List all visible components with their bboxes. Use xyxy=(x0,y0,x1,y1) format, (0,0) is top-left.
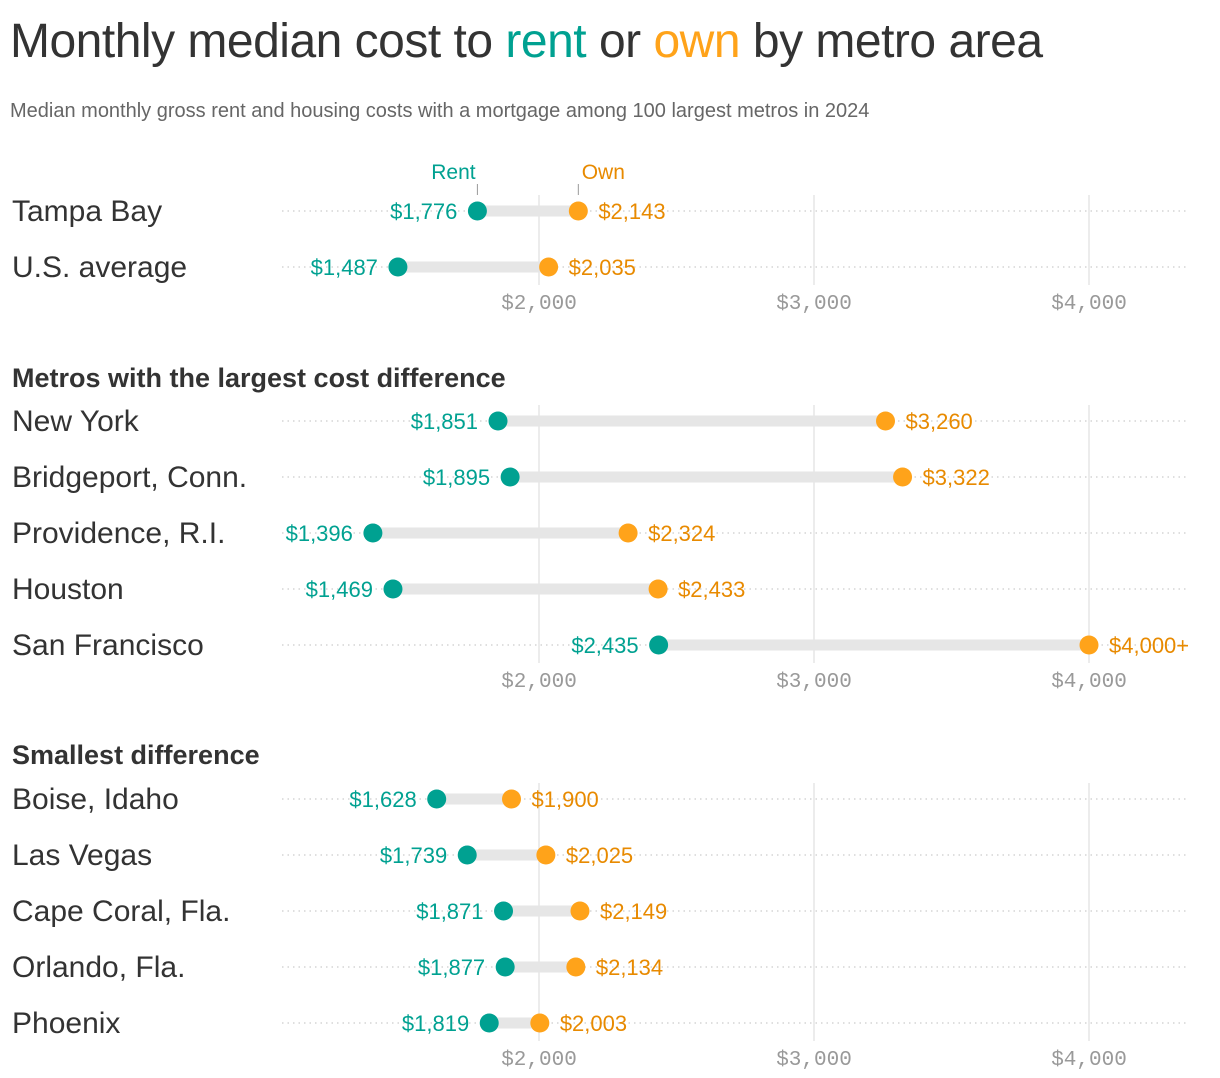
title-own-word: own xyxy=(653,15,741,68)
own-dot xyxy=(568,201,588,221)
x-tick-label: $2,000 xyxy=(501,1049,577,1072)
rent-value-label: $1,851 xyxy=(411,409,478,434)
row-label: Las Vegas xyxy=(12,839,152,872)
title-rent-word: rent xyxy=(505,15,587,68)
rent-value-label: $1,819 xyxy=(402,1011,469,1036)
row-label: Houston xyxy=(12,573,124,606)
rent-value-label: $1,469 xyxy=(306,577,373,602)
own-value-label: $2,324 xyxy=(648,521,715,546)
rent-dot xyxy=(383,579,403,599)
own-value-label: $4,000+ xyxy=(1109,633,1189,658)
own-value-label: $2,149 xyxy=(600,899,667,924)
own-value-label: $2,003 xyxy=(560,1011,627,1036)
rent-dot xyxy=(363,523,383,543)
rent-value-label: $1,487 xyxy=(311,255,378,280)
rent-dot xyxy=(479,1013,499,1033)
rent-value-label: $2,435 xyxy=(571,633,638,658)
row-label: Cape Coral, Fla. xyxy=(12,895,230,928)
own-dot xyxy=(539,257,559,277)
own-value-label: $2,025 xyxy=(566,843,633,868)
own-dot xyxy=(648,579,668,599)
own-dot xyxy=(893,467,913,487)
rent-value-label: $1,895 xyxy=(423,465,490,490)
own-dot xyxy=(1079,635,1099,655)
rent-value-label: $1,871 xyxy=(416,899,483,924)
rent-dot xyxy=(457,845,477,865)
own-value-label: $2,433 xyxy=(678,577,745,602)
x-tick-label: $2,000 xyxy=(501,671,577,694)
own-dot xyxy=(530,1013,550,1033)
rent-dot xyxy=(500,467,520,487)
own-dot xyxy=(536,845,556,865)
rent-dot xyxy=(488,411,508,431)
rent-value-label: $1,776 xyxy=(390,199,457,224)
rent-value-label: $1,877 xyxy=(418,955,485,980)
chart-subtitle: Median monthly gross rent and housing co… xyxy=(10,100,870,122)
rent-dot xyxy=(649,635,669,655)
own-dot xyxy=(566,957,586,977)
row-label: New York xyxy=(12,405,140,438)
own-dot xyxy=(502,789,521,809)
rent-dot xyxy=(495,957,515,977)
rent-dot xyxy=(467,201,487,221)
own-dot xyxy=(570,901,590,921)
own-value-label: $3,260 xyxy=(906,409,973,434)
title-text: or xyxy=(586,15,654,68)
legend-rent: Rent xyxy=(431,161,476,184)
row-label: Providence, R.I. xyxy=(12,517,225,550)
rent-value-label: $1,396 xyxy=(286,521,353,546)
panel-title: Smallest difference xyxy=(12,740,260,770)
x-tick-label: $2,000 xyxy=(501,293,577,316)
x-tick-label: $4,000 xyxy=(1051,1049,1127,1072)
x-tick-label: $4,000 xyxy=(1051,293,1127,316)
rent-value-label: $1,739 xyxy=(380,843,447,868)
row-label: Orlando, Fla. xyxy=(12,951,185,984)
own-dot xyxy=(876,411,895,431)
row-label: U.S. average xyxy=(12,251,187,284)
rent-dot xyxy=(427,789,447,809)
own-value-label: $3,322 xyxy=(923,465,990,490)
row-label: Phoenix xyxy=(12,1007,120,1040)
own-dot xyxy=(618,523,638,543)
rent-dot xyxy=(388,257,408,277)
x-tick-label: $3,000 xyxy=(776,671,852,694)
row-label: Tampa Bay xyxy=(12,195,162,228)
own-value-label: $2,035 xyxy=(569,255,636,280)
own-value-label: $2,134 xyxy=(596,955,663,980)
row-label: San Francisco xyxy=(12,629,204,662)
row-label: Boise, Idaho xyxy=(12,783,179,816)
title-text: by metro area xyxy=(740,15,1043,68)
title-text: Monthly median cost to xyxy=(10,15,506,68)
x-tick-label: $3,000 xyxy=(776,1049,852,1072)
x-tick-label: $3,000 xyxy=(776,293,852,316)
legend-own: Own xyxy=(582,161,625,184)
chart-title: Monthly median cost to rent or own by me… xyxy=(10,14,1043,69)
own-value-label: $2,143 xyxy=(598,199,665,224)
panel-title: Metros with the largest cost difference xyxy=(12,363,506,393)
rent-value-label: $1,628 xyxy=(349,787,416,812)
own-value-label: $1,900 xyxy=(532,787,599,812)
row-label: Bridgeport, Conn. xyxy=(12,461,247,494)
x-tick-label: $4,000 xyxy=(1051,671,1127,694)
rent-dot xyxy=(494,901,514,921)
